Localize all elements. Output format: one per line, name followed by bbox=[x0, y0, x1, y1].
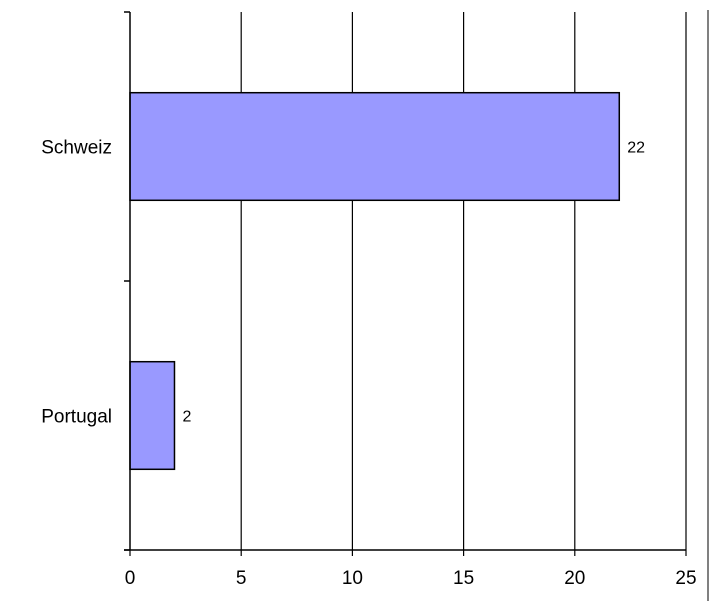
x-tick-label: 15 bbox=[453, 568, 474, 589]
x-tick-label: 0 bbox=[125, 568, 136, 589]
data-label: 2 bbox=[182, 409, 191, 426]
x-tick-label: 25 bbox=[675, 568, 696, 589]
bars bbox=[129, 91, 621, 471]
category-label: Portugal bbox=[41, 407, 112, 428]
axes bbox=[124, 11, 687, 556]
x-tick-label: 20 bbox=[564, 568, 585, 589]
labels: 0 5 10 15 20 25 Schweiz 22 Portugal 2 bbox=[41, 138, 696, 590]
data-label: 22 bbox=[627, 140, 645, 157]
bar-portugal bbox=[129, 360, 176, 471]
category-label: Schweiz bbox=[41, 138, 112, 159]
x-tick-label: 10 bbox=[342, 568, 363, 589]
x-tick-label: 5 bbox=[236, 568, 247, 589]
bar-schweiz bbox=[129, 91, 621, 202]
